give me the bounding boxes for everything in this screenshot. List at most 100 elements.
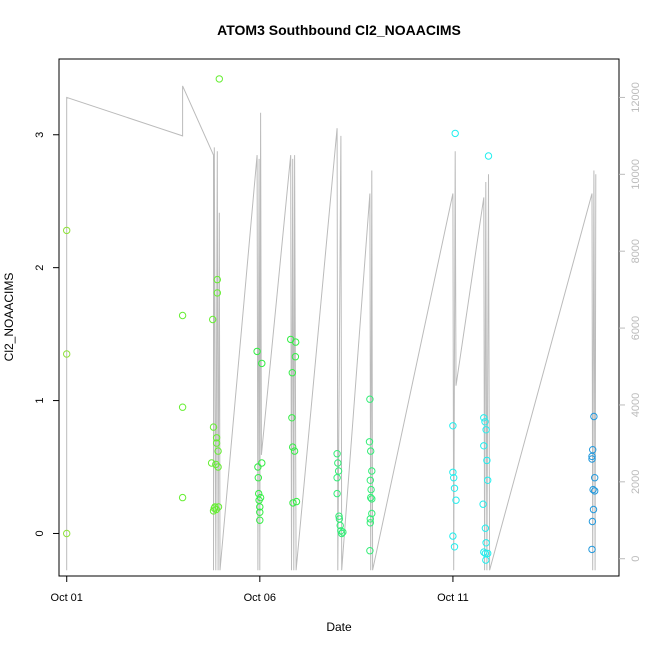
data-point [481, 524, 490, 532]
y2-tick-label: 0 [630, 556, 642, 562]
x-tick-label: Oct 11 [437, 592, 469, 604]
data-point [482, 539, 490, 547]
y2-tick-label: 8000 [630, 239, 642, 263]
data-point [591, 474, 599, 482]
data-point [368, 509, 376, 518]
data-point [484, 152, 493, 160]
data-point [590, 412, 598, 421]
data-point [365, 438, 374, 446]
data-point [209, 423, 218, 431]
data-point [481, 418, 489, 426]
data-point [289, 443, 297, 451]
y-axis-title: Cl2_NOAACIMS [2, 273, 16, 362]
data-point [214, 503, 223, 511]
y-tick-label: 2 [34, 265, 46, 271]
data-point [366, 476, 374, 484]
data-point [256, 516, 264, 524]
data-point [258, 359, 266, 368]
data-point [291, 353, 300, 361]
data-point [213, 289, 222, 297]
data-point [339, 528, 347, 536]
data-point [367, 447, 375, 455]
y-tick-label: 1 [34, 398, 46, 404]
data-point [480, 548, 488, 556]
data-point [258, 459, 266, 467]
data-point [589, 446, 597, 454]
data-point [589, 485, 597, 494]
data-point [334, 459, 342, 467]
data-point [207, 459, 216, 467]
data-point [178, 311, 187, 320]
data-point [178, 493, 187, 502]
data-point [333, 489, 341, 498]
data-point [480, 442, 488, 450]
data-point [450, 484, 459, 492]
data-point [367, 485, 375, 494]
data-point [62, 529, 71, 538]
data-point [253, 347, 261, 356]
data-point [254, 474, 262, 482]
chart-title: ATOM3 Southbound Cl2_NOAACIMS [217, 22, 461, 38]
data-point [450, 474, 458, 482]
y2-tick-label: 4000 [630, 393, 642, 417]
data-point [338, 529, 346, 538]
data-point [451, 129, 459, 138]
data-point [479, 500, 487, 508]
y2-tick-label: 12000 [630, 82, 642, 113]
data-point [449, 532, 457, 540]
data-point [214, 463, 222, 471]
data-point [333, 450, 341, 458]
y-tick-label: 0 [34, 530, 46, 536]
data-point [215, 75, 224, 83]
data-point [484, 549, 492, 558]
data-point [334, 467, 343, 475]
data-point [588, 545, 596, 554]
data-point [482, 426, 490, 434]
data-point [482, 556, 490, 564]
y2-tick-label: 6000 [630, 316, 642, 340]
data-point [292, 338, 300, 346]
data-point [62, 226, 71, 235]
data-point [452, 496, 460, 504]
data-point [484, 476, 492, 484]
x-axis-title: Date [326, 620, 352, 634]
data-point [589, 505, 598, 514]
data-point [335, 512, 343, 520]
data-point [588, 517, 597, 526]
data-point [209, 315, 217, 324]
data-point [368, 467, 376, 475]
data-point [212, 505, 220, 514]
points-layer [62, 75, 599, 564]
data-point [212, 439, 221, 447]
plot-frame [58, 58, 620, 577]
data-point [333, 474, 341, 482]
data-point [366, 519, 374, 527]
data-point [480, 414, 488, 422]
x-tick-label: Oct 06 [244, 592, 276, 604]
data-point [62, 350, 71, 358]
data-point [256, 493, 265, 502]
data-point [212, 460, 220, 469]
data-point [588, 455, 596, 463]
data-point [213, 275, 222, 284]
data-point [368, 495, 376, 503]
data-point [336, 521, 344, 530]
data-point [288, 369, 296, 377]
secondary-series-line [66, 85, 597, 571]
y-tick-label: 3 [34, 132, 46, 138]
data-point [290, 447, 299, 455]
data-point [450, 543, 459, 551]
data-point [483, 456, 491, 465]
y2-tick-label: 10000 [630, 159, 642, 190]
data-point [178, 403, 187, 411]
secondary-line-layer [66, 85, 597, 571]
data-point [288, 414, 296, 422]
data-point [289, 499, 297, 507]
data-point [254, 463, 262, 471]
axes-layer: Oct 01 Oct 06 Oct 11 0 1 2 3 0 2000 4000 6000 8000 1… [34, 82, 642, 604]
data-point [367, 493, 375, 502]
y2-tick-label: 2000 [630, 470, 642, 494]
data-point [366, 547, 374, 555]
x-tick-label: Oct 01 [51, 592, 83, 604]
